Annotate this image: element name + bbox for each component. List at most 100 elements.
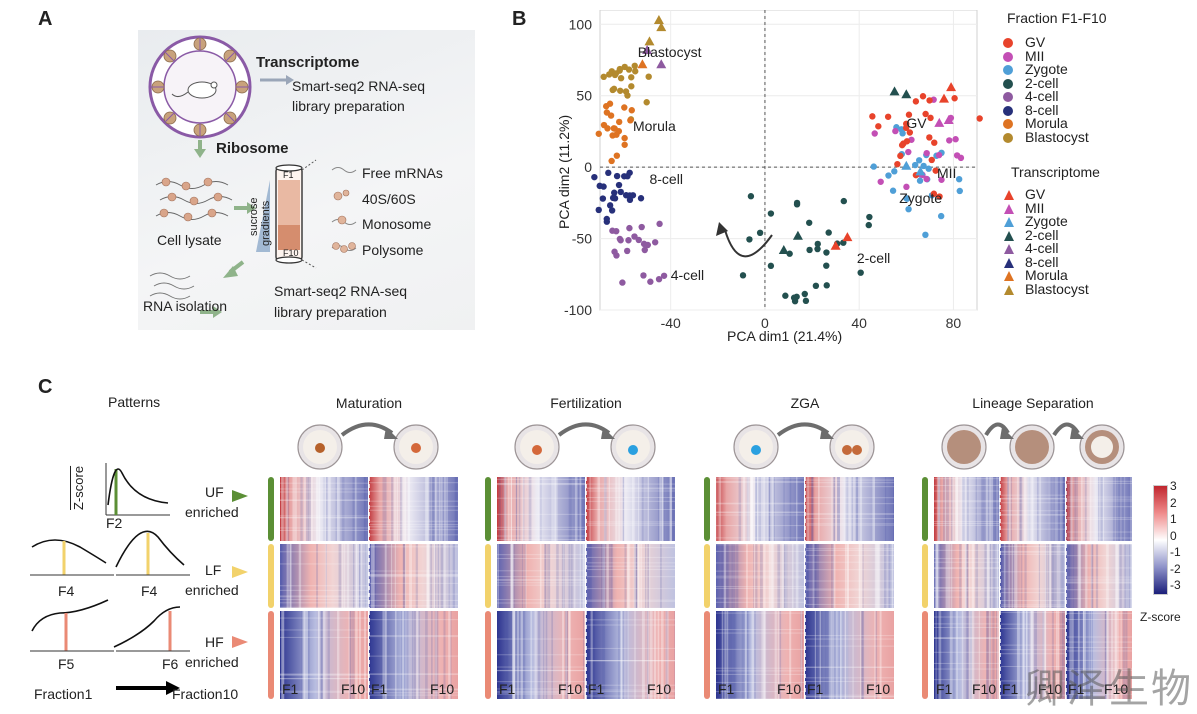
- pca-point-morula: [602, 103, 610, 110]
- heatmap-cell-block: [1000, 477, 1065, 541]
- pca-point-4-cell: [631, 233, 638, 240]
- hf-group-label-2: enriched: [185, 654, 239, 670]
- x-tick-label: 0: [761, 315, 769, 331]
- pca-point-zygote: [870, 163, 877, 170]
- legend-label: Zygote: [1025, 61, 1068, 77]
- pca-point-gv: [926, 97, 933, 104]
- library-desc-1: Smart-seq2 RNA-seq: [274, 283, 408, 299]
- pca-point-zygote: [915, 157, 923, 164]
- heatmap-x-label: F10: [558, 681, 583, 697]
- pca-triangle-gv: [939, 93, 950, 103]
- legend-dot-icon: [1003, 119, 1013, 129]
- heatmap-cell-block: [805, 611, 894, 699]
- legend-triangle-icon: [1004, 244, 1014, 254]
- pca-point-4-cell: [638, 223, 645, 231]
- pca-point-gv: [927, 114, 934, 122]
- pca-point-4-cell: [625, 237, 632, 244]
- legend-dot-icon: [1003, 132, 1013, 143]
- pca-point-morula: [611, 125, 618, 132]
- annotation-4-cell: 4-cell: [670, 266, 705, 283]
- heatmap-x-label: F1: [807, 681, 824, 697]
- heatmap-x-label: F1: [1002, 681, 1019, 697]
- heatmap-x-label: F10: [430, 681, 455, 697]
- legend-dot-icon: [1003, 78, 1013, 89]
- heatmap-cell-block: [586, 477, 675, 541]
- legend-triangle-icon: [1004, 190, 1014, 200]
- pca-point-8-cell: [599, 195, 607, 202]
- pca-point-morula: [613, 152, 621, 159]
- colorbar-tick: 0: [1170, 528, 1177, 543]
- pca-point-blastocyst: [612, 70, 620, 77]
- pca-point-blastocyst: [616, 65, 624, 73]
- arrow-down-icon: [194, 149, 206, 158]
- cluster-color-bar: [485, 544, 491, 608]
- pca-point-8-cell: [603, 218, 611, 225]
- pca-point-8-cell: [605, 169, 612, 177]
- transcriptome-desc-1: Smart-seq2 RNA-seq: [292, 78, 426, 94]
- pca-point-4-cell: [619, 279, 626, 286]
- pca-triangle-mii: [943, 115, 954, 124]
- colorbar-tick: 1: [1170, 512, 1177, 526]
- hf-curve-2: [113, 606, 181, 648]
- pca-triangle-gv: [830, 240, 841, 250]
- pca-point-gv: [931, 139, 938, 146]
- pca-point-gv: [930, 190, 938, 197]
- pca-point-4-cell: [641, 246, 648, 254]
- colorbar-tick: 2: [1170, 495, 1177, 510]
- watermark: 卿泽生物: [1025, 666, 1193, 712]
- pca-point-2-cell: [782, 292, 789, 299]
- legend-dot-icon: [1003, 65, 1013, 75]
- pca-point-4-cell: [640, 272, 647, 279]
- legend-dot-icon: [1003, 105, 1013, 116]
- pca-point-zygote: [955, 175, 963, 183]
- pca-point-2-cell: [790, 294, 798, 301]
- tube-top-label: F1: [283, 170, 294, 180]
- pca-point-8-cell: [624, 173, 631, 180]
- pca-point-mii: [871, 130, 878, 137]
- pca-point-2-cell: [865, 221, 872, 229]
- pca-point-8-cell: [611, 189, 618, 196]
- cluster-color-bar: [268, 611, 274, 699]
- pca-point-morula: [621, 104, 628, 111]
- colorbar-tick: 3: [1170, 479, 1177, 493]
- pca-point-4-cell: [626, 224, 633, 232]
- pattern-lf-label-1: F4: [58, 583, 75, 599]
- pca-point-zygote: [956, 187, 963, 195]
- stage-title: Maturation: [335, 395, 403, 411]
- pca-point-gv: [884, 113, 892, 120]
- heatmap-x-label: F10: [647, 681, 672, 697]
- pca-triangle-blastocyst: [653, 15, 664, 24]
- annotation-8-cell: 8-cell: [649, 171, 683, 187]
- pca-point-4-cell: [613, 227, 620, 235]
- pca-point-zygote: [925, 165, 932, 172]
- pattern-hf-label-2: F6: [162, 656, 179, 672]
- heatmap-x-label: F1: [936, 681, 953, 697]
- pca-point-8-cell: [613, 172, 621, 180]
- legend-label: 8-cell: [1025, 253, 1059, 270]
- pca-point-gv: [906, 129, 914, 136]
- pca-ylabel: PCA dim2 (11.2%): [556, 114, 572, 229]
- pca-point-4-cell: [613, 252, 620, 259]
- legend-triangle-icon: [1004, 217, 1014, 227]
- heatmap-cell-block: [805, 477, 894, 541]
- pca-point-mii: [952, 136, 959, 143]
- legend-label: GV: [1025, 186, 1046, 202]
- pca-point-8-cell: [615, 181, 623, 189]
- gradient-label-2: gradients: [260, 200, 272, 246]
- lf-group-label: LF: [205, 562, 222, 578]
- pca-point-2-cell: [793, 201, 801, 208]
- pca-point-2-cell: [746, 236, 753, 243]
- heatmap-cell-block: [497, 611, 585, 699]
- pca-point-4-cell: [623, 247, 631, 255]
- patterns-title: Patterns: [108, 394, 161, 410]
- annotation-gv: GV: [906, 115, 927, 132]
- pca-point-blastocyst: [624, 92, 631, 99]
- lf-curve-2: [115, 530, 185, 568]
- pca-point-2-cell: [767, 210, 775, 217]
- pca-point-8-cell: [637, 195, 645, 202]
- uf-arrow-icon: [232, 490, 248, 502]
- pca-point-zygote: [899, 130, 906, 137]
- pca-point-gv: [897, 152, 904, 160]
- pca-point-mii: [903, 183, 910, 191]
- pca-point-gv: [976, 115, 983, 122]
